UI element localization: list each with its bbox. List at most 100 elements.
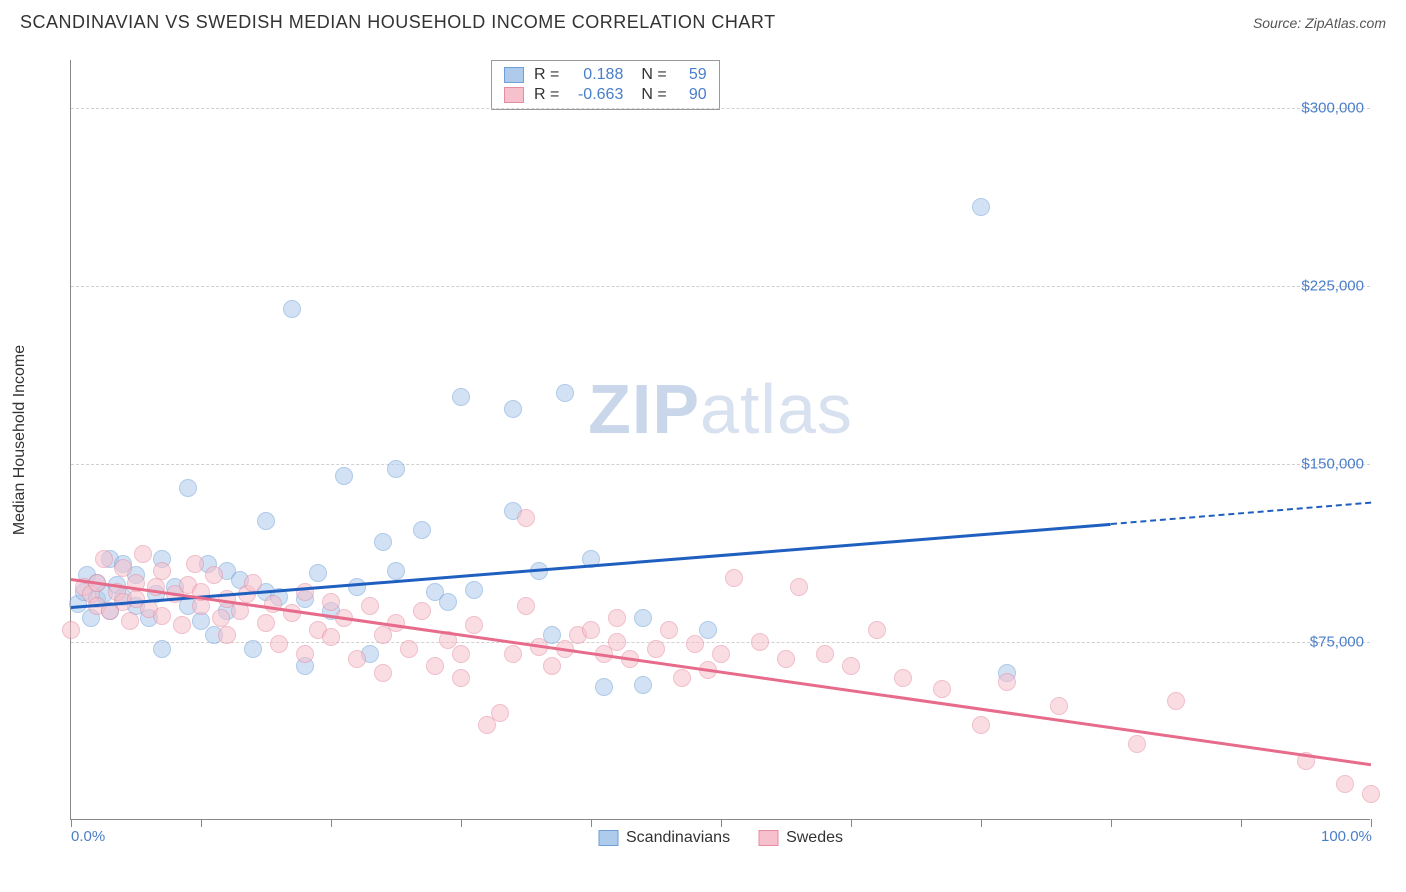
data-point [1050, 697, 1068, 715]
x-tick [1241, 819, 1242, 827]
data-point [426, 657, 444, 675]
stat-r-label: R = [534, 86, 559, 104]
y-axis-title: Median Household Income [11, 345, 29, 535]
data-point [816, 645, 834, 663]
data-point [608, 633, 626, 651]
data-point [322, 628, 340, 646]
data-point [686, 635, 704, 653]
data-point [400, 640, 418, 658]
data-point [270, 635, 288, 653]
data-point [186, 555, 204, 573]
data-point [842, 657, 860, 675]
data-point [374, 664, 392, 682]
data-point [699, 621, 717, 639]
stat-r-label: R = [534, 66, 559, 84]
data-point [179, 479, 197, 497]
data-point [517, 597, 535, 615]
legend-swatch [598, 830, 618, 846]
watermark: ZIPatlas [588, 369, 853, 449]
data-point [361, 597, 379, 615]
data-point [894, 669, 912, 687]
data-point [972, 198, 990, 216]
data-point [998, 673, 1016, 691]
data-point [173, 616, 191, 634]
stat-n-label: N = [641, 66, 666, 84]
data-point [556, 384, 574, 402]
data-point [491, 704, 509, 722]
data-point [1362, 785, 1380, 803]
x-tick [331, 819, 332, 827]
data-point [647, 640, 665, 658]
x-tick [591, 819, 592, 827]
data-point [660, 621, 678, 639]
data-point [972, 716, 990, 734]
stats-row: R =0.188N =59 [504, 65, 707, 85]
stat-n-label: N = [641, 86, 666, 104]
data-point [348, 578, 366, 596]
x-tick-label: 100.0% [1321, 828, 1372, 845]
x-tick [981, 819, 982, 827]
data-point [387, 460, 405, 478]
data-point [465, 616, 483, 634]
y-tick-label: $300,000 [1301, 99, 1364, 116]
data-point [595, 678, 613, 696]
chart-source: Source: ZipAtlas.com [1253, 15, 1386, 31]
data-point [244, 574, 262, 592]
data-point [62, 621, 80, 639]
data-point [608, 609, 626, 627]
data-point [153, 607, 171, 625]
data-point [673, 669, 691, 687]
legend-swatch [504, 87, 524, 103]
y-tick-label: $75,000 [1310, 633, 1364, 650]
watermark-light: atlas [700, 370, 853, 448]
x-tick [201, 819, 202, 827]
data-point [504, 400, 522, 418]
legend-swatch [504, 67, 524, 83]
data-point [1128, 735, 1146, 753]
legend-label: Scandinavians [626, 829, 730, 847]
data-point [582, 621, 600, 639]
data-point [413, 602, 431, 620]
data-point [517, 509, 535, 527]
data-point [244, 640, 262, 658]
stats-row: R =-0.663N =90 [504, 85, 707, 105]
x-tick-label: 0.0% [71, 828, 105, 845]
gridline [71, 108, 1370, 109]
data-point [257, 614, 275, 632]
legend-item: Swedes [758, 829, 843, 847]
x-tick [461, 819, 462, 827]
legend-label: Swedes [786, 829, 843, 847]
x-tick [1371, 819, 1372, 827]
data-point [439, 593, 457, 611]
scatter-plot: ZIPatlas R =0.188N =59R =-0.663N =90 Sca… [70, 60, 1370, 820]
data-point [868, 621, 886, 639]
stat-r-value: 0.188 [569, 66, 623, 84]
chart-header: SCANDINAVIAN VS SWEDISH MEDIAN HOUSEHOLD… [0, 0, 1406, 41]
data-point [504, 645, 522, 663]
gridline [71, 464, 1370, 465]
data-point [335, 467, 353, 485]
stat-n-value: 90 [677, 86, 707, 104]
data-point [153, 562, 171, 580]
chart-title: SCANDINAVIAN VS SWEDISH MEDIAN HOUSEHOLD… [20, 12, 776, 33]
data-point [296, 645, 314, 663]
data-point [452, 388, 470, 406]
legend-swatch [758, 830, 778, 846]
y-tick-label: $225,000 [1301, 277, 1364, 294]
legend-item: Scandinavians [598, 829, 730, 847]
correlation-stats-box: R =0.188N =59R =-0.663N =90 [491, 60, 720, 110]
y-tick-label: $150,000 [1301, 455, 1364, 472]
data-point [465, 581, 483, 599]
gridline [71, 286, 1370, 287]
data-point [933, 680, 951, 698]
data-point [712, 645, 730, 663]
data-point [790, 578, 808, 596]
data-point [634, 609, 652, 627]
data-point [296, 583, 314, 601]
data-point [283, 300, 301, 318]
gridline [71, 642, 1370, 643]
data-point [543, 657, 561, 675]
data-point [95, 550, 113, 568]
x-tick [71, 819, 72, 827]
trend-line [71, 578, 1371, 766]
